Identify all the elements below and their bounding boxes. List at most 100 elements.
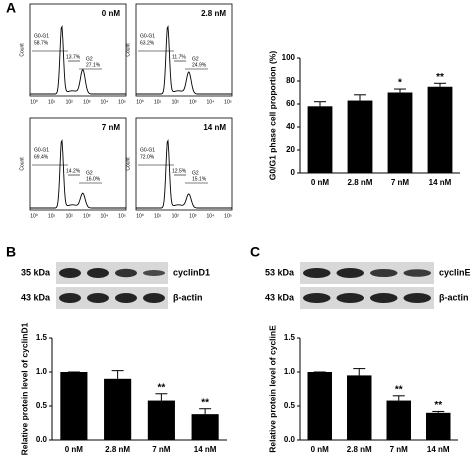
bar bbox=[60, 372, 88, 440]
histogram-xtick: 10¹ bbox=[154, 99, 162, 105]
gate-name: G2 bbox=[86, 56, 93, 62]
blot-band bbox=[87, 293, 109, 303]
blot-band bbox=[336, 293, 364, 303]
y-axis-label: G0/G1 phase cell proportion (%) bbox=[267, 51, 277, 181]
x-tick-label: 14 nM bbox=[194, 445, 217, 454]
panel-condition: 7 nM bbox=[102, 123, 121, 132]
histogram-xtick: 10⁵ bbox=[224, 213, 232, 219]
histogram-xtick: 10¹ bbox=[154, 213, 162, 219]
y-tick-label: 100 bbox=[282, 53, 296, 62]
bar bbox=[307, 106, 333, 173]
histogram-xtick: 10⁵ bbox=[118, 213, 126, 219]
bar bbox=[104, 378, 132, 440]
blot-band bbox=[370, 293, 398, 303]
bar bbox=[347, 100, 373, 173]
blot-band bbox=[403, 269, 431, 277]
histogram-xtick: 10⁴ bbox=[207, 99, 215, 105]
histogram-xtick: 10³ bbox=[83, 213, 91, 219]
gate-name: G0-G1 bbox=[34, 147, 49, 153]
histogram-xtick: 10⁰ bbox=[30, 213, 38, 219]
histogram-xtick: 10⁴ bbox=[101, 99, 109, 105]
histogram-ylabel: Count bbox=[19, 43, 25, 57]
gate-percent: 27.1% bbox=[86, 62, 101, 68]
x-tick-label: 2.8 nM bbox=[105, 445, 130, 454]
y-axis-label: Relative protein level of cyclinD1 bbox=[19, 322, 29, 455]
panel-label: A bbox=[6, 0, 16, 16]
panel-condition: 0 nM bbox=[102, 9, 121, 18]
band-name: cyclinE bbox=[439, 267, 471, 277]
bar bbox=[147, 400, 175, 440]
significance: ** bbox=[395, 384, 403, 395]
gate-percent: 63.2% bbox=[140, 40, 155, 46]
y-tick-label: 0 bbox=[291, 168, 296, 177]
y-tick-label: 1.5 bbox=[36, 333, 48, 342]
blot-band bbox=[336, 268, 364, 278]
x-tick-label: 14 nM bbox=[427, 445, 450, 454]
y-tick-label: 1.0 bbox=[284, 367, 296, 376]
blot-band bbox=[370, 269, 398, 277]
y-tick-label: 40 bbox=[286, 122, 295, 131]
histogram-frame bbox=[135, 117, 233, 211]
blot-band bbox=[59, 268, 81, 278]
gate-name: G0-G1 bbox=[34, 33, 49, 39]
panel-label: B bbox=[6, 244, 16, 260]
histogram-xtick: 10¹ bbox=[48, 99, 56, 105]
bar bbox=[386, 400, 411, 440]
band-name: β-actin bbox=[439, 292, 469, 302]
histogram-frame bbox=[29, 3, 127, 97]
gate-percent: 12.5% bbox=[172, 168, 187, 174]
histogram-curve bbox=[30, 25, 126, 95]
histogram-xtick: 10⁴ bbox=[101, 213, 109, 219]
significance: ** bbox=[157, 382, 165, 393]
panel-condition: 2.8 nM bbox=[201, 9, 226, 18]
histogram-frame bbox=[29, 117, 127, 211]
blot-band bbox=[59, 293, 81, 303]
histogram-xtick: 10⁰ bbox=[30, 99, 38, 105]
histogram-xtick: 10⁰ bbox=[136, 213, 144, 219]
histogram-ylabel: Count bbox=[19, 157, 25, 171]
histogram-xtick: 10² bbox=[66, 213, 74, 219]
gate-percent: 16.0% bbox=[86, 176, 101, 182]
histogram-xtick: 10³ bbox=[189, 213, 197, 219]
histogram-xtick: 10² bbox=[66, 99, 74, 105]
y-tick-label: 0.0 bbox=[36, 435, 48, 444]
gate-name: G2 bbox=[192, 170, 199, 176]
histogram-xtick: 10⁵ bbox=[224, 99, 232, 105]
significance: ** bbox=[436, 72, 444, 83]
histogram-curve bbox=[136, 25, 232, 95]
x-tick-label: 7 nM bbox=[390, 445, 409, 454]
histogram-xtick: 10² bbox=[172, 99, 180, 105]
blot-band bbox=[403, 293, 431, 303]
gate-name: G0-G1 bbox=[140, 33, 155, 39]
x-tick-label: 2.8 nM bbox=[347, 445, 372, 454]
histogram-ylabel: Count bbox=[125, 43, 131, 57]
gate-percent: 11.7% bbox=[172, 54, 186, 60]
y-tick-label: 20 bbox=[286, 145, 295, 154]
gate-name: G2 bbox=[192, 56, 199, 62]
y-axis-label: Relative protein level of cyclinE bbox=[267, 325, 277, 453]
histogram-xtick: 10⁵ bbox=[118, 99, 126, 105]
bar bbox=[427, 86, 453, 173]
x-tick-label: 0 nM bbox=[65, 445, 84, 454]
blot-band bbox=[303, 293, 331, 303]
y-tick-label: 1.0 bbox=[36, 367, 48, 376]
blot-strip bbox=[300, 287, 434, 309]
bar bbox=[426, 412, 451, 440]
blot-strip bbox=[300, 262, 434, 284]
bar bbox=[387, 92, 413, 173]
x-tick-label: 7 nM bbox=[152, 445, 171, 454]
y-tick-label: 1.5 bbox=[284, 333, 296, 342]
histogram-xtick: 10¹ bbox=[48, 213, 56, 219]
blot-band bbox=[87, 268, 109, 278]
band-size: 43 kDa bbox=[21, 292, 51, 302]
histogram-xtick: 10⁰ bbox=[136, 99, 144, 105]
band-size: 35 kDa bbox=[21, 267, 51, 277]
band-size: 53 kDa bbox=[265, 267, 295, 277]
band-name: cyclinD1 bbox=[173, 267, 210, 277]
x-tick-label: 2.8 nM bbox=[348, 178, 373, 187]
blot-strip bbox=[56, 262, 168, 284]
gate-percent: 72.0% bbox=[140, 154, 155, 160]
blot-band bbox=[143, 270, 165, 276]
gate-name: G2 bbox=[86, 170, 93, 176]
